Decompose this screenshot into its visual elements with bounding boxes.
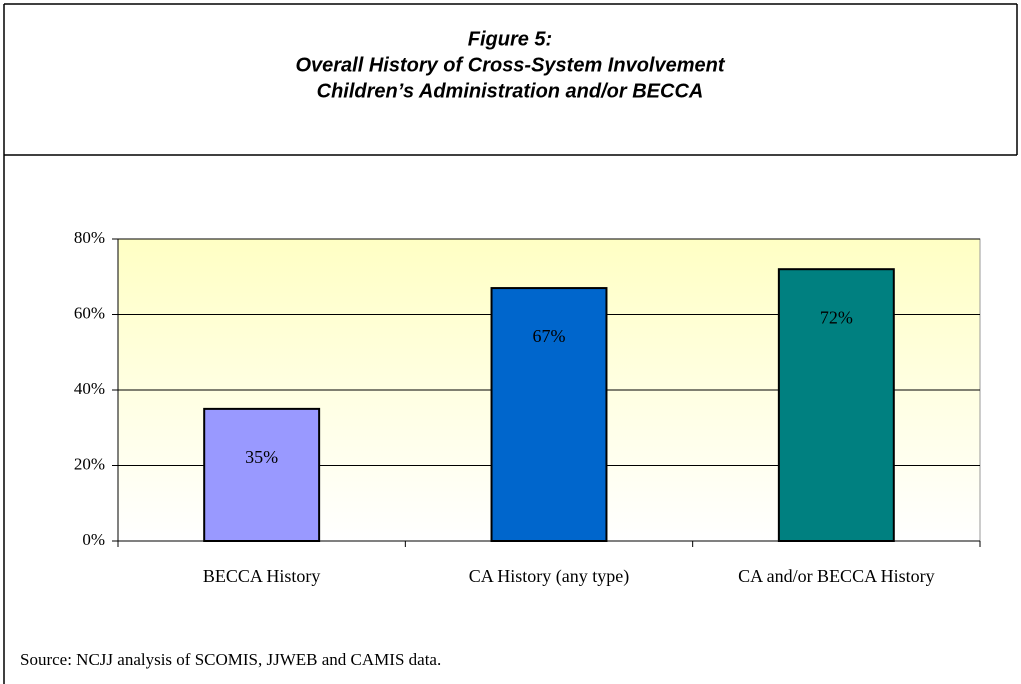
x-tick-label: CA and/or BECCA History [738, 566, 935, 586]
bar [203, 407, 321, 542]
y-tick-label: 80% [74, 228, 105, 247]
data-label: 72% [820, 307, 853, 327]
data-label: 67% [533, 326, 566, 346]
data-label: 35% [245, 447, 278, 467]
y-tick-label: 0% [82, 530, 105, 549]
bar [490, 287, 608, 543]
chart-title: Figure 5: [468, 28, 552, 50]
y-tick-label: 40% [74, 379, 105, 398]
x-tick-label: BECCA History [203, 566, 321, 586]
chart-subtitle: Overall History of Cross-System Involvem… [295, 54, 725, 76]
y-tick-label: 60% [74, 303, 105, 322]
x-tick-label: CA History (any type) [469, 566, 629, 587]
chart-subtitle: Children’s Administration and/or BECCA [317, 80, 704, 102]
y-tick-label: 20% [74, 454, 105, 473]
source-note: Source: NCJJ analysis of SCOMIS, JJWEB a… [20, 650, 441, 669]
bar [777, 268, 895, 542]
